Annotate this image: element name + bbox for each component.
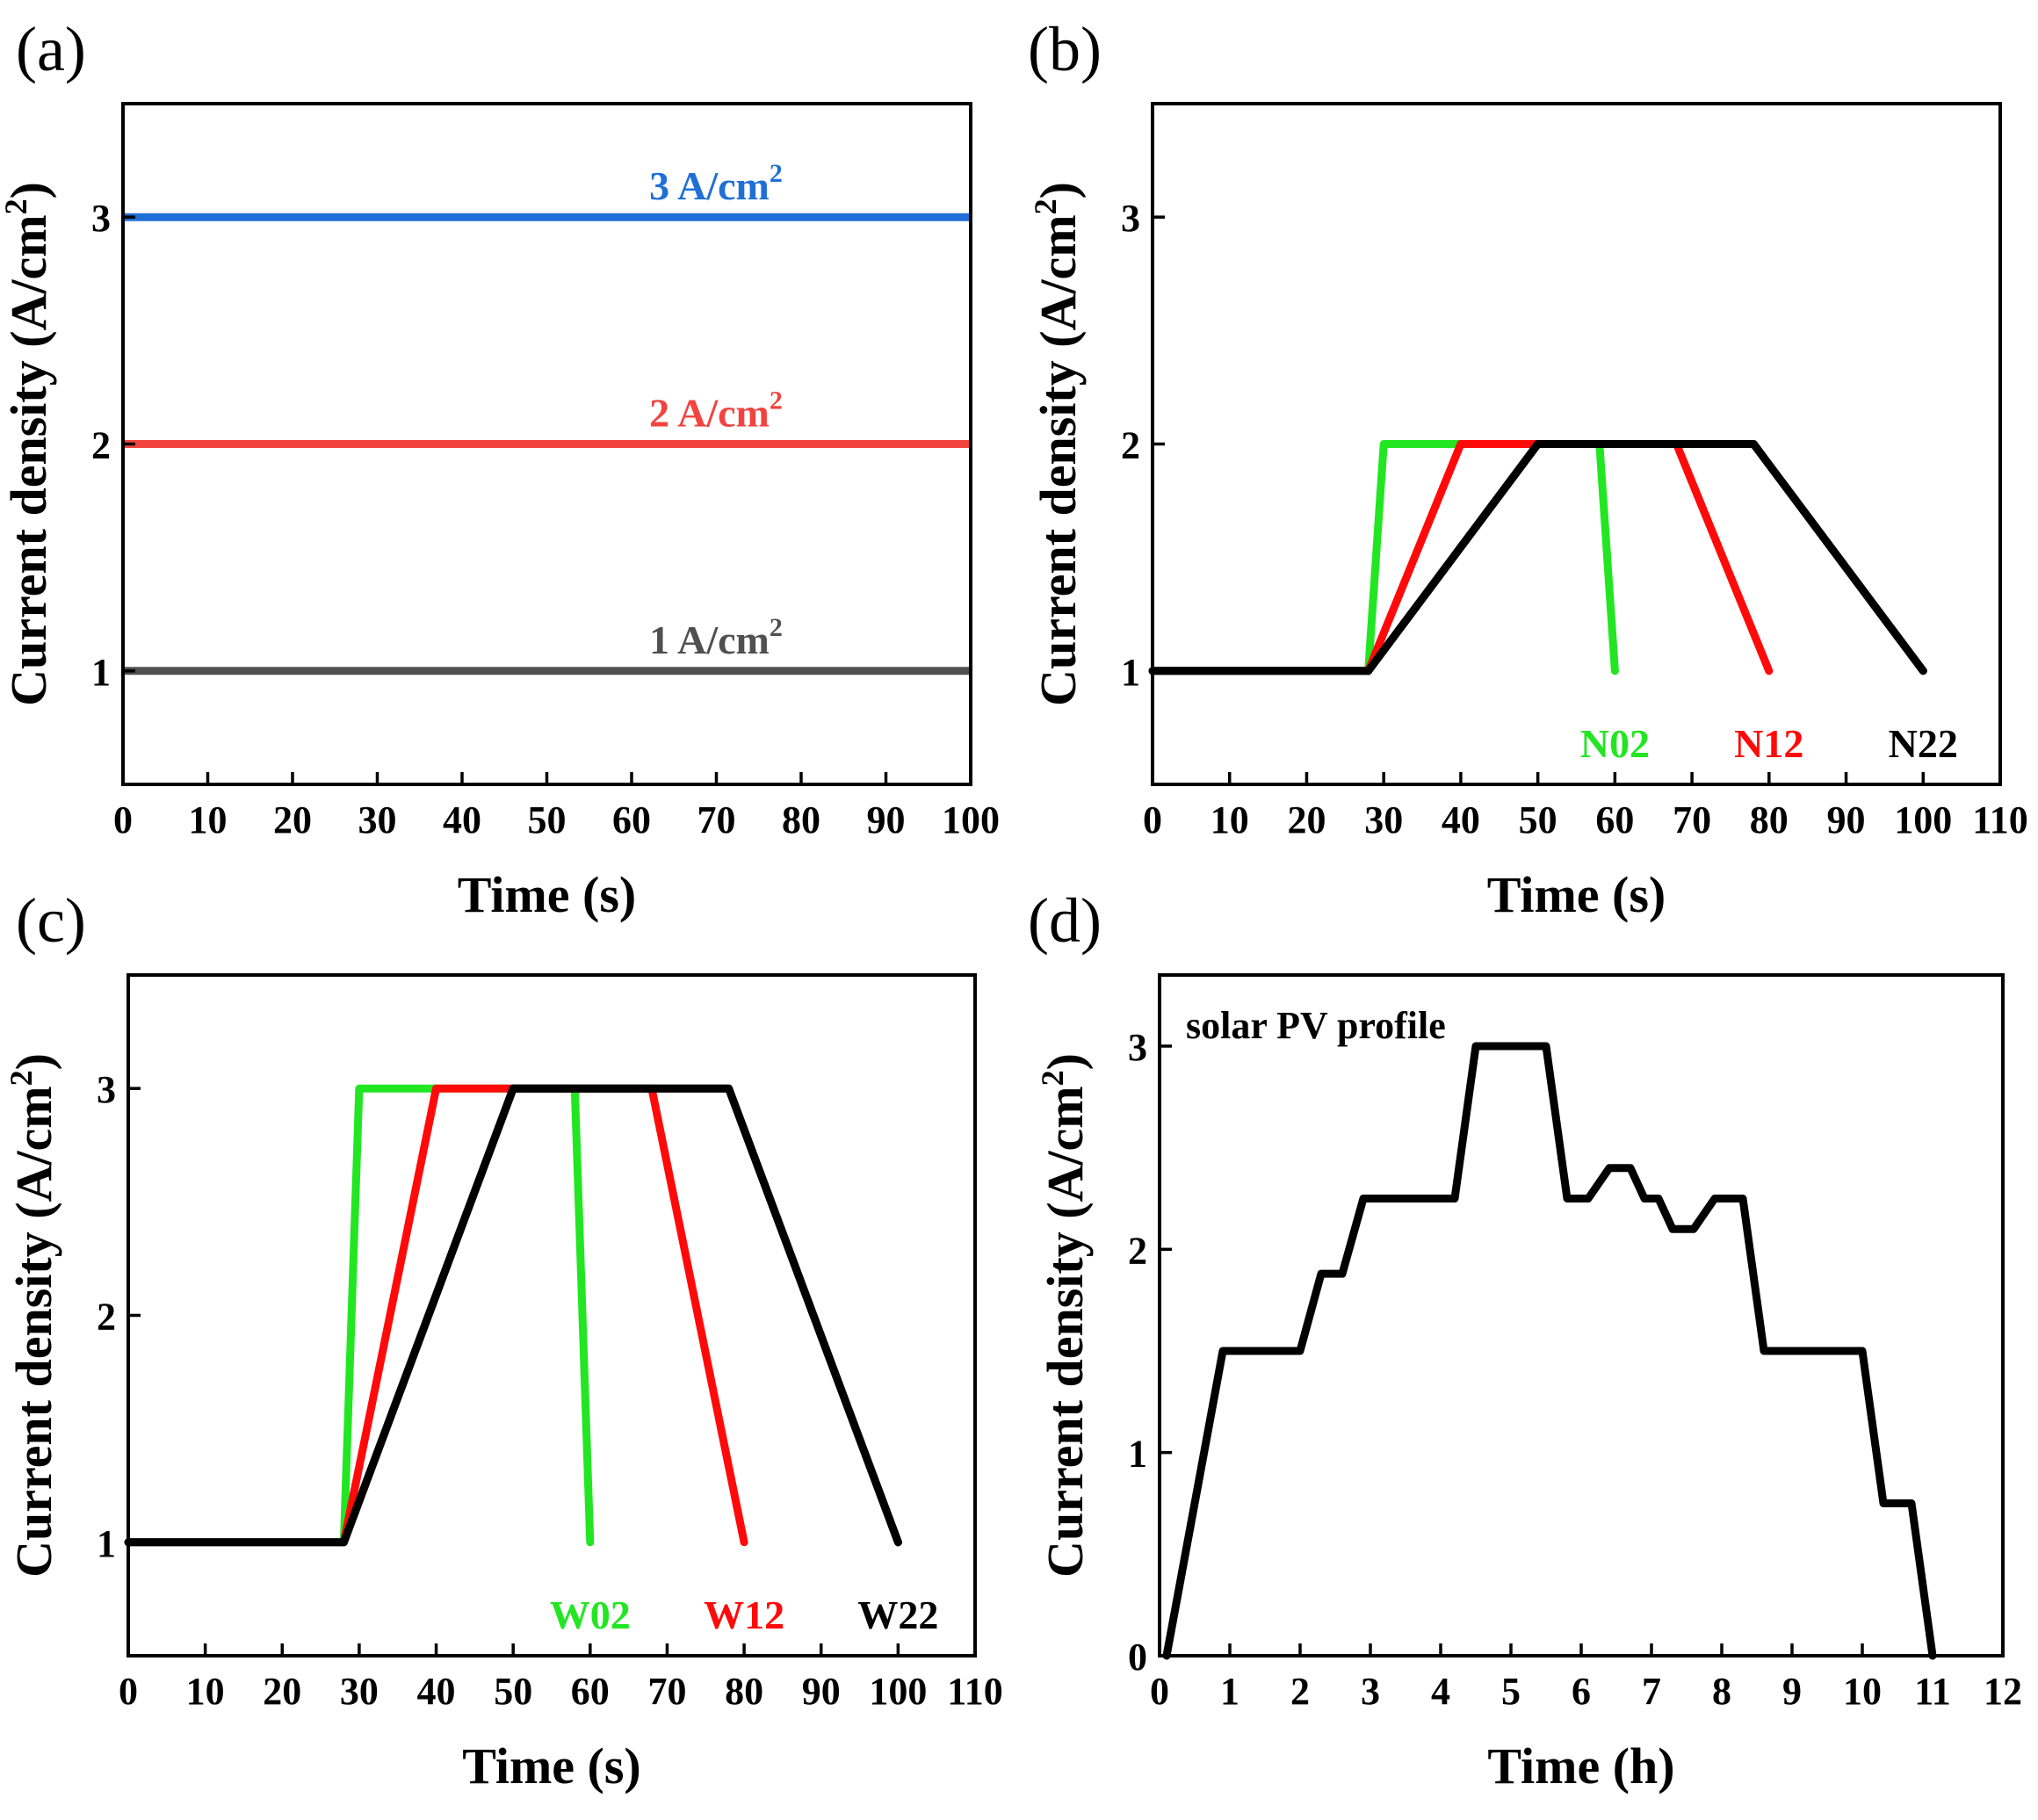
x-tick-label: 9 bbox=[1782, 1670, 1802, 1713]
x-tick-label: 11 bbox=[1914, 1670, 1951, 1713]
x-tick-label: 100 bbox=[869, 1670, 927, 1713]
panel-letter: (b) bbox=[1028, 14, 1102, 84]
x-tick-label: 60 bbox=[1595, 798, 1634, 841]
y-axis-title: Current density (A/cm2) bbox=[4, 1053, 62, 1578]
x-tick-label: 20 bbox=[263, 1670, 301, 1713]
y-tick-label: 1 bbox=[1128, 1433, 1147, 1476]
x-tick-label: 40 bbox=[1442, 798, 1480, 841]
panel-letter: (a) bbox=[16, 14, 86, 84]
series-label-n02: N02 bbox=[1580, 721, 1650, 766]
x-tick-label: 110 bbox=[1972, 798, 2028, 841]
x-axis-title: Time (s) bbox=[1487, 866, 1666, 923]
y-axis-title: Current density (A/cm2) bbox=[0, 182, 57, 706]
panel-letter: (c) bbox=[16, 885, 86, 956]
panel-b: (b) N02 N12 N22 0 10 20 30 40 50 60 70 80 90 100 110 1 2 3… bbox=[1028, 14, 2028, 923]
series-label-n22: N22 bbox=[1889, 721, 1958, 766]
series-line-n02 bbox=[1364, 440, 1619, 675]
x-tick-label: 0 bbox=[119, 1670, 138, 1713]
x-tick-label: 70 bbox=[697, 798, 736, 841]
x-tick-label: 90 bbox=[1827, 798, 1866, 841]
x-tick-label: 10 bbox=[1843, 1670, 1882, 1713]
y-tick-label: 1 bbox=[97, 1522, 116, 1565]
y-tick-label: 3 bbox=[97, 1068, 116, 1111]
x-tick-label: 40 bbox=[417, 1670, 456, 1713]
x-tick-label: 60 bbox=[612, 798, 651, 841]
series-line-w22 bbox=[124, 1084, 902, 1547]
x-tick-label: 30 bbox=[1364, 798, 1403, 841]
x-tick-label: 90 bbox=[867, 798, 906, 841]
panel-c: (c) W02 W12 W22 0 10 20 30 40 50 60 70 80 90 100 110 1 2 3… bbox=[4, 885, 1003, 1795]
series-line-w02 bbox=[339, 1084, 595, 1547]
series-label-1-a-cm-: 1 A/cm2 bbox=[649, 613, 783, 662]
series-label-2-a-cm-: 2 A/cm2 bbox=[649, 386, 783, 436]
x-tick-label: 50 bbox=[528, 798, 567, 841]
x-tick-label: 10 bbox=[189, 798, 228, 841]
x-tick-label: 50 bbox=[1519, 798, 1557, 841]
x-tick-label: 70 bbox=[648, 1670, 687, 1713]
x-tick-label: 80 bbox=[725, 1670, 763, 1713]
x-tick-label: 100 bbox=[942, 798, 1000, 841]
x-tick-label: 20 bbox=[1288, 798, 1326, 841]
panel-a: (a) 3 A/cm2 2 A/cm2 1 A/cm2 0 10 20 30 40 50 60 70 8… bbox=[0, 14, 1000, 923]
x-tick-label: 12 bbox=[1984, 1670, 2022, 1713]
series-label-w22: W22 bbox=[857, 1592, 938, 1637]
x-tick-label: 0 bbox=[113, 798, 133, 841]
y-axis-title: Current density (A/cm2) bbox=[1028, 182, 1087, 706]
plot-frame bbox=[126, 973, 977, 1658]
panel-letter: (d) bbox=[1028, 885, 1102, 956]
x-tick-label: 110 bbox=[947, 1670, 1003, 1713]
series-line-solar-pv-profile bbox=[1162, 1042, 1937, 1660]
x-tick-label: 10 bbox=[186, 1670, 225, 1713]
x-tick-label: 4 bbox=[1431, 1670, 1450, 1713]
y-tick-label: 1 bbox=[91, 651, 111, 694]
x-tick-label: 100 bbox=[1894, 798, 1952, 841]
y-tick-label: 2 bbox=[91, 424, 111, 467]
series-label-w12: W12 bbox=[704, 1592, 784, 1637]
y-tick-label: 0 bbox=[1128, 1636, 1147, 1679]
x-tick-label: 6 bbox=[1572, 1670, 1591, 1713]
series-line-n22 bbox=[1148, 440, 1927, 675]
series-label-w02: W02 bbox=[550, 1592, 631, 1637]
y-tick-label: 3 bbox=[91, 197, 111, 240]
y-tick-label: 2 bbox=[97, 1296, 116, 1339]
x-tick-label: 0 bbox=[1150, 1670, 1169, 1713]
y-tick-label: 3 bbox=[1121, 197, 1140, 240]
x-tick-label: 30 bbox=[358, 798, 397, 841]
x-axis-title: Time (s) bbox=[458, 866, 637, 923]
series-label-n12: N12 bbox=[1734, 721, 1803, 766]
x-tick-label: 20 bbox=[273, 798, 312, 841]
x-tick-label: 10 bbox=[1211, 798, 1249, 841]
x-tick-label: 5 bbox=[1501, 1670, 1521, 1713]
x-tick-label: 90 bbox=[802, 1670, 841, 1713]
series-line-overlay bbox=[124, 1084, 902, 1547]
x-tick-label: 30 bbox=[340, 1670, 379, 1713]
plot-frame bbox=[1158, 973, 2005, 1658]
chart-annotation: solar PV profile bbox=[1186, 1004, 1446, 1047]
x-tick-label: 60 bbox=[571, 1670, 610, 1713]
x-tick-label: 80 bbox=[1750, 798, 1789, 841]
x-tick-label: 80 bbox=[782, 798, 820, 841]
x-tick-label: 8 bbox=[1712, 1670, 1731, 1713]
x-axis-title: Time (s) bbox=[462, 1737, 641, 1795]
series-line-w12 bbox=[339, 1084, 748, 1547]
y-tick-label: 3 bbox=[1128, 1026, 1147, 1069]
y-tick-label: 1 bbox=[1121, 651, 1140, 694]
series-label-3-a-cm-: 3 A/cm2 bbox=[649, 159, 783, 208]
x-tick-label: 50 bbox=[494, 1670, 532, 1713]
series-line-n12 bbox=[1364, 440, 1774, 675]
y-tick-label: 2 bbox=[1128, 1229, 1147, 1272]
x-tick-label: 40 bbox=[443, 798, 481, 841]
x-axis-title: Time (h) bbox=[1487, 1737, 1674, 1795]
x-tick-label: 7 bbox=[1642, 1670, 1661, 1713]
x-tick-label: 70 bbox=[1673, 798, 1711, 841]
y-axis-title: Current density (A/cm2) bbox=[1035, 1053, 1094, 1578]
series-line-overlay bbox=[1148, 440, 1927, 675]
x-tick-label: 3 bbox=[1361, 1670, 1380, 1713]
y-tick-label: 2 bbox=[1121, 424, 1140, 467]
x-tick-label: 0 bbox=[1143, 798, 1162, 841]
x-tick-label: 1 bbox=[1220, 1670, 1239, 1713]
x-tick-label: 2 bbox=[1290, 1670, 1310, 1713]
